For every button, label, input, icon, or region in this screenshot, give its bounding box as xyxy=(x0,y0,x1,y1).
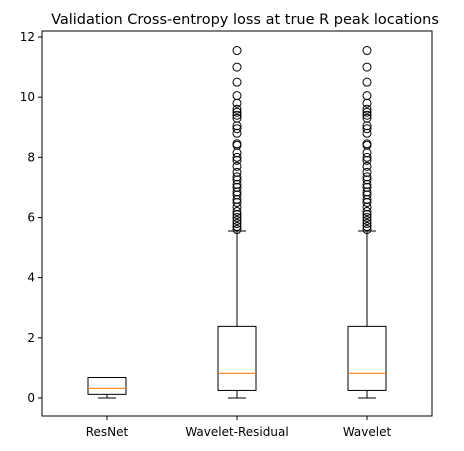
outlier-wavelet-6 xyxy=(362,206,372,216)
outlier-wavelet-28 xyxy=(362,107,372,117)
outlier-wavelet-residual-16 xyxy=(232,167,242,177)
x-tick-label-2: Wavelet xyxy=(343,425,392,439)
outlier-wavelet-0 xyxy=(362,225,372,235)
y-tick-label-1: 2 xyxy=(27,331,35,345)
outlier-wavelet-27 xyxy=(362,110,372,120)
outlier-wavelet-23 xyxy=(362,128,372,138)
outlier-wavelet-residual-33 xyxy=(232,62,242,72)
outlier-wavelet-residual-19 xyxy=(232,152,242,162)
outlier-wavelet-17 xyxy=(362,161,372,171)
outlier-wavelet-residual-0 xyxy=(232,225,242,235)
plot-area: 0 2 4 6 8 10 12 ResNet Wavelet-Residual Wavelet xyxy=(20,30,433,439)
outlier-wavelet-residual-4 xyxy=(232,212,242,222)
outlier-wavelet-residual-7 xyxy=(232,202,242,212)
outlier-wavelet-20 xyxy=(362,148,372,158)
outlier-wavelet-residual-32 xyxy=(232,77,242,87)
outlier-wavelet-26 xyxy=(362,113,372,123)
y-tick-label-4: 8 xyxy=(27,150,35,164)
outlier-wavelet-2 xyxy=(362,219,372,228)
outlier-wavelet-residual-20 xyxy=(232,148,242,158)
outlier-wavelet-residual-28 xyxy=(232,107,242,117)
outlier-wavelet-33 xyxy=(362,62,372,72)
outlier-wavelet-31 xyxy=(362,91,372,101)
outlier-wavelet-residual-22 xyxy=(232,139,242,149)
outlier-wavelet-15 xyxy=(362,172,372,182)
y-tick-label-0: 0 xyxy=(27,391,35,405)
y-tick-label-5: 10 xyxy=(20,90,35,104)
outlier-wavelet-residual-3 xyxy=(232,215,242,225)
outlier-wavelet-30 xyxy=(362,98,372,108)
outlier-wavelet-19 xyxy=(362,152,372,162)
outlier-wavelet-34 xyxy=(362,46,372,56)
y-tick-label-2: 4 xyxy=(27,271,35,285)
outlier-wavelet-residual-26 xyxy=(232,113,242,123)
outlier-wavelet-29 xyxy=(362,104,372,114)
outlier-wavelet-residual-15 xyxy=(232,172,242,182)
outlier-wavelet-1 xyxy=(362,222,372,232)
x-tick-label-1: Wavelet-Residual xyxy=(185,425,288,439)
outlier-wavelet-residual-23 xyxy=(232,128,242,138)
outlier-wavelet-residual-27 xyxy=(232,110,242,120)
axes-frame xyxy=(41,30,433,417)
outlier-wavelet-24 xyxy=(362,124,372,134)
box-resnet xyxy=(87,377,127,395)
outlier-wavelet-residual-31 xyxy=(232,91,242,101)
outlier-wavelet-residual-2 xyxy=(232,219,242,228)
outlier-wavelet-4 xyxy=(362,212,372,222)
outlier-wavelet-32 xyxy=(362,77,372,87)
y-tick-label-3: 6 xyxy=(27,210,35,224)
outlier-wavelet-residual-1 xyxy=(232,222,242,232)
outlier-wavelet-residual-6 xyxy=(232,206,242,216)
y-tick-label-6: 12 xyxy=(20,30,35,44)
outlier-wavelet-residual-29 xyxy=(232,104,242,114)
outlier-wavelet-22 xyxy=(362,139,372,149)
outlier-wavelet-residual-24 xyxy=(232,124,242,134)
outlier-wavelet-residual-30 xyxy=(232,98,242,108)
box-wavelet xyxy=(347,325,387,391)
outlier-wavelet-3 xyxy=(362,215,372,225)
outlier-wavelet-residual-34 xyxy=(232,46,242,56)
outlier-wavelet-residual-17 xyxy=(232,161,242,171)
outlier-wavelet-16 xyxy=(362,167,372,177)
outlier-wavelet-7 xyxy=(362,202,372,212)
box-wavelet-residual xyxy=(217,325,257,391)
chart-title: Validation Cross-entropy loss at true R … xyxy=(51,12,439,28)
x-tick-label-0: ResNet xyxy=(86,425,129,439)
